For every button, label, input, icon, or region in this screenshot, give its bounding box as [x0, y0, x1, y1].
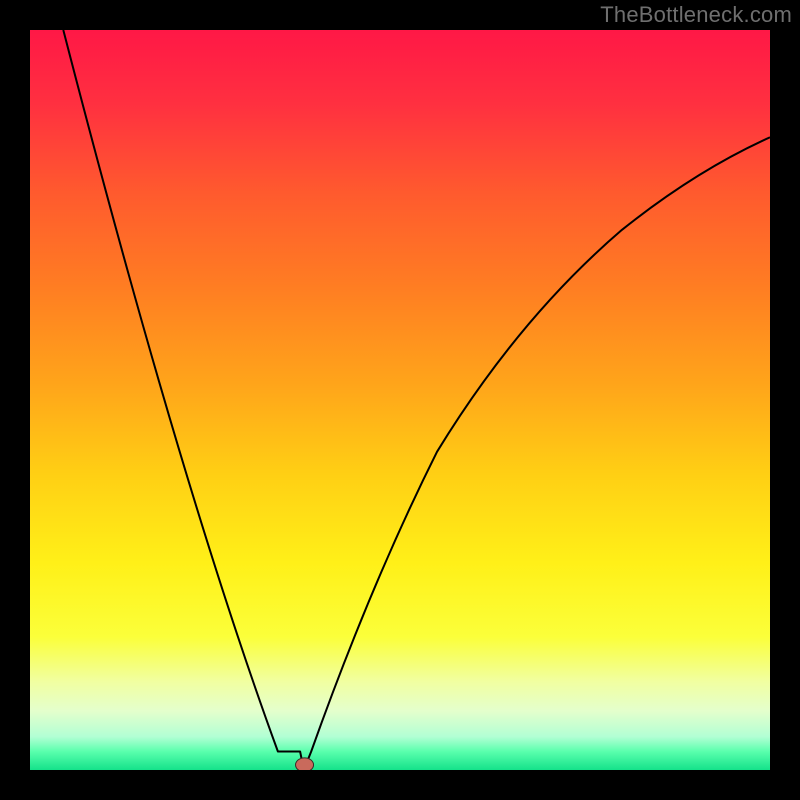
- plot-area: [30, 30, 770, 770]
- chart-canvas: TheBottleneck.com: [0, 0, 800, 800]
- optimal-point-marker: [296, 758, 314, 770]
- gradient-background: [30, 30, 770, 770]
- plot-svg: [30, 30, 770, 770]
- plot-outer-frame: [0, 0, 800, 800]
- watermark-label: TheBottleneck.com: [600, 2, 792, 28]
